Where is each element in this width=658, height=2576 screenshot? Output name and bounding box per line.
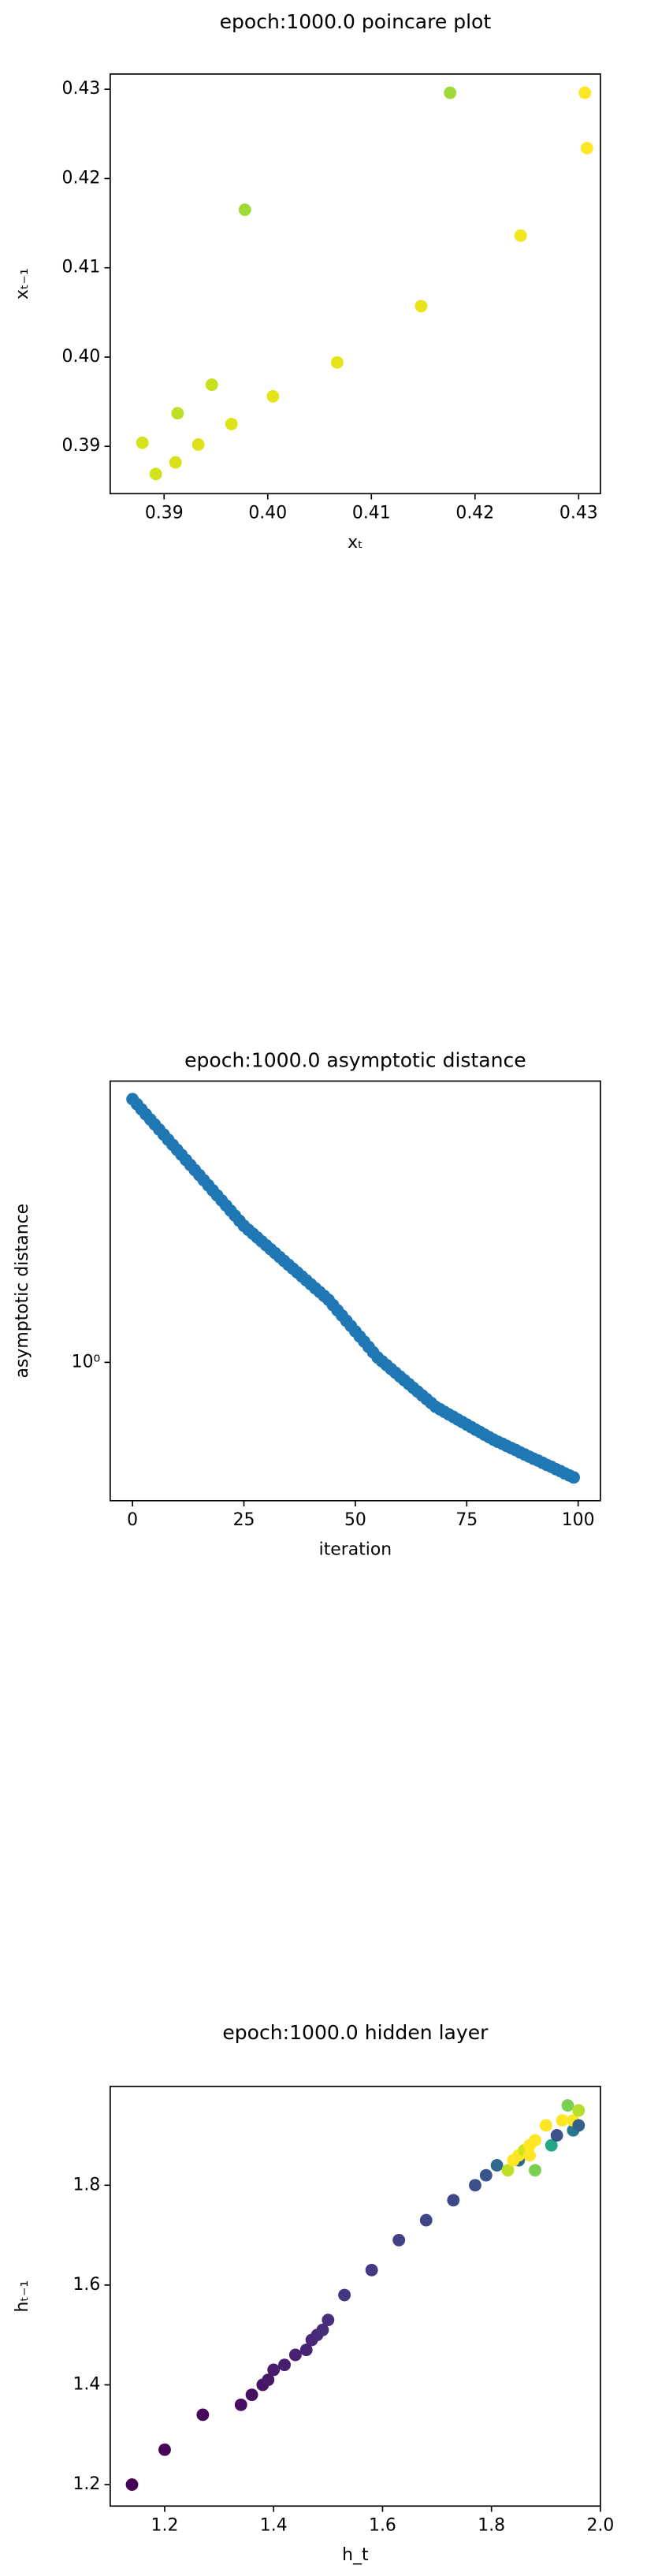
point — [419, 2213, 433, 2227]
x-tick-label: 0 — [127, 1510, 138, 1530]
x-tick-label: 0.39 — [145, 503, 184, 523]
point — [267, 2363, 281, 2377]
point — [415, 300, 428, 313]
x-tick-label: 0.41 — [352, 503, 391, 523]
point — [572, 2119, 586, 2132]
point — [149, 467, 162, 481]
chart-title: epoch:1000.0 asymptotic distance — [184, 1048, 526, 1071]
point — [266, 389, 280, 403]
point — [539, 2119, 552, 2132]
x-tick-label: 25 — [233, 1510, 255, 1530]
point — [169, 456, 182, 469]
point — [550, 2129, 563, 2142]
point — [171, 407, 184, 420]
y-axis-label: hₜ₋₁ — [13, 2280, 32, 2313]
point — [567, 1471, 580, 1484]
point — [245, 2388, 258, 2402]
y-tick-label: 0.40 — [62, 347, 101, 367]
x-tick-label: 1.2 — [151, 2515, 179, 2535]
x-tick-label: 50 — [344, 1510, 366, 1530]
x-tick-label: 2.0 — [587, 2515, 615, 2535]
point — [238, 203, 251, 217]
x-tick-label: 75 — [455, 1510, 478, 1530]
point — [523, 2149, 537, 2162]
y-tick-label: 1.8 — [72, 2175, 100, 2194]
y-tick-label: 10⁰ — [72, 1352, 101, 1372]
point — [205, 378, 218, 392]
point — [316, 2323, 329, 2336]
point — [158, 2443, 171, 2456]
plot-frame — [110, 2086, 601, 2507]
point — [490, 2159, 504, 2172]
point — [580, 142, 593, 154]
x-tick-label: 1.8 — [478, 2515, 505, 2535]
plot-frame — [110, 1080, 601, 1502]
point — [514, 229, 527, 242]
point — [392, 2233, 406, 2247]
point — [529, 2164, 541, 2177]
y-tick-label: 1.4 — [72, 2374, 100, 2394]
point — [125, 2478, 139, 2491]
point — [196, 2408, 210, 2422]
y-axis-label: asymptotic distance — [13, 1204, 32, 1379]
x-tick-label: 0.43 — [559, 503, 598, 523]
x-tick-label: 1.4 — [260, 2515, 288, 2535]
y-tick-label: 0.42 — [62, 168, 101, 188]
plot-frame — [110, 73, 601, 495]
point — [447, 2194, 460, 2207]
y-tick-label: 1.6 — [72, 2275, 100, 2295]
point — [278, 2358, 291, 2372]
point — [262, 2373, 275, 2387]
point — [338, 2288, 351, 2302]
point — [136, 436, 149, 449]
y-tick-label: 0.41 — [62, 258, 101, 277]
x-axis-label: iteration — [319, 1539, 392, 1559]
point — [501, 2164, 515, 2177]
point — [444, 86, 457, 99]
point — [365, 2263, 378, 2276]
point — [330, 356, 344, 369]
point — [572, 2104, 586, 2117]
point — [556, 2114, 569, 2127]
y-tick-label: 0.39 — [62, 436, 101, 456]
chart-title: epoch:1000.0 poincare plot — [220, 10, 492, 33]
x-tick-label: 100 — [562, 1510, 595, 1530]
x-tick-label: 0.40 — [248, 503, 287, 523]
point — [479, 2168, 493, 2182]
x-tick-label: 0.42 — [455, 503, 494, 523]
point — [288, 2348, 302, 2362]
point — [299, 2343, 313, 2357]
point — [234, 2398, 247, 2411]
y-tick-label: 0.43 — [62, 79, 101, 99]
x-axis-label: xₜ — [348, 533, 362, 553]
chart-title: epoch:1000.0 hidden layer — [222, 2021, 489, 2044]
x-tick-label: 1.6 — [369, 2515, 396, 2535]
point — [529, 2134, 541, 2147]
y-tick-label: 1.2 — [72, 2474, 100, 2494]
point — [545, 2139, 558, 2152]
point — [322, 2314, 335, 2327]
point — [469, 2179, 481, 2192]
x-axis-label: h_t — [342, 2545, 369, 2565]
point — [578, 86, 592, 99]
point — [561, 2099, 574, 2112]
y-axis-label: xₜ₋₁ — [13, 268, 32, 300]
point — [191, 438, 205, 451]
point — [225, 417, 238, 430]
